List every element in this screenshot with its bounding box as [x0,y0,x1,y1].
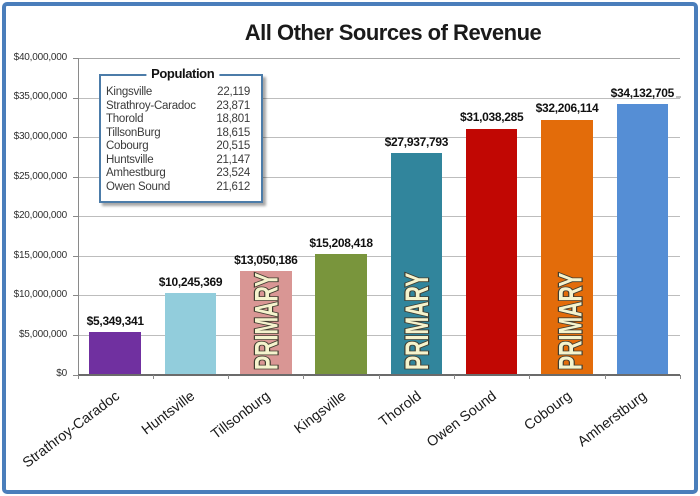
svg-text:PRIMARY: PRIMARY [399,273,435,370]
svg-text:PRIMARY: PRIMARY [248,273,284,370]
svg-text:PRIMARY: PRIMARY [552,273,588,370]
